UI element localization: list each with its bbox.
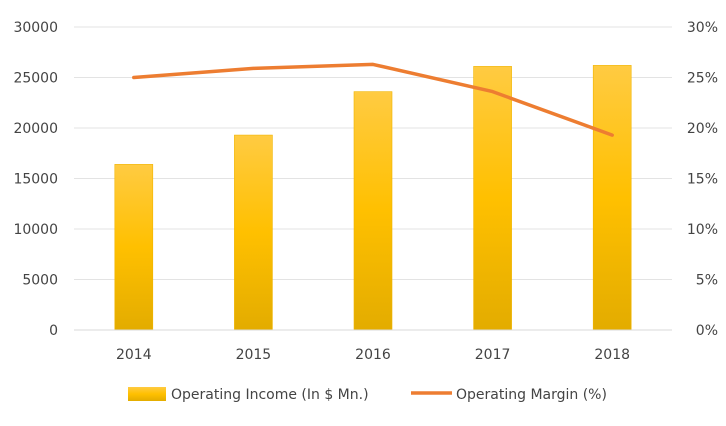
legend-label-operating-margin: Operating Margin (%) [456, 387, 607, 403]
y-right-tick-label: 20% [687, 121, 718, 137]
legend-swatch-operating-income [128, 387, 166, 401]
bar-2016 [353, 91, 393, 331]
x-tick-label: 2014 [116, 347, 152, 363]
y-right-tick-label: 10% [687, 222, 718, 238]
y-right-tick-label: 0% [696, 323, 718, 339]
x-tick-label: 2018 [594, 347, 630, 363]
legend-label-operating-income: Operating Income (In $ Mn.) [171, 387, 369, 403]
x-tick-label: 2016 [355, 347, 391, 363]
legend-item-operating-margin: Operating Margin (%) [411, 387, 607, 403]
bar-2015 [234, 134, 273, 331]
y-left-tick-label: 0 [49, 323, 58, 339]
x-tick-label: 2015 [236, 347, 272, 363]
y-left-tick-label: 15000 [13, 172, 58, 188]
y-right-tick-label: 15% [687, 172, 718, 188]
y-right-tick-label: 30% [687, 20, 718, 36]
y-axis-right: 0% 5% 10% 15% 20% 25% 30% [687, 20, 718, 339]
legend-item-operating-income: Operating Income (In $ Mn.) [128, 387, 369, 403]
bar-2017 [473, 66, 512, 331]
bar-2018 [592, 65, 632, 331]
y-right-tick-label: 5% [696, 273, 718, 289]
y-left-tick-label: 20000 [13, 121, 58, 137]
x-axis: 2014 2015 2016 2017 2018 [74, 329, 672, 363]
line-series [132, 62, 614, 137]
bar-2014 [114, 164, 154, 331]
y-axis-left: 0 5000 10000 15000 20000 25000 30000 [13, 20, 58, 339]
y-right-tick-label: 25% [687, 71, 718, 87]
x-tick-label: 2017 [475, 347, 511, 363]
y-left-tick-label: 25000 [13, 71, 58, 87]
y-left-tick-label: 5000 [22, 273, 58, 289]
bar-series [114, 65, 632, 331]
y-left-tick-label: 10000 [13, 222, 58, 238]
y-left-tick-label: 30000 [13, 20, 58, 36]
legend: Operating Income (In $ Mn.) Operating Ma… [128, 387, 607, 403]
